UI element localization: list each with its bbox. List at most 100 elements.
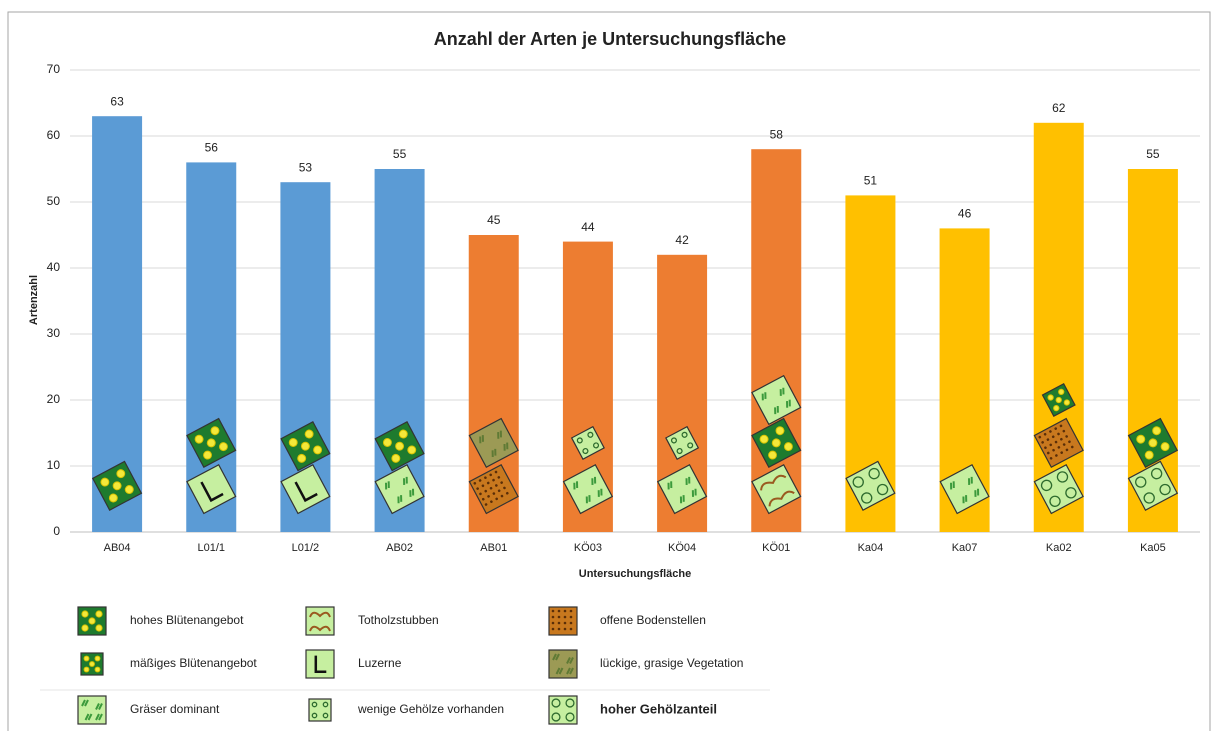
icon-dot (1044, 446, 1047, 450)
icon-tile (1033, 417, 1084, 469)
icon (548, 695, 578, 725)
icon (1127, 417, 1179, 469)
icon-dot (563, 615, 567, 619)
icon-flower (83, 655, 90, 662)
y-axis-title: Artenzahl (28, 275, 40, 325)
icon-tile (751, 463, 802, 515)
icon-grass (491, 448, 497, 458)
icon-tile (548, 649, 578, 679)
icon-tree (1049, 495, 1061, 507)
icon-tile (77, 695, 107, 725)
legend-label: offene Bodenstellen (600, 613, 706, 627)
icon-grass (786, 399, 791, 408)
icon (308, 698, 332, 722)
icon-tile (570, 425, 605, 460)
icon-flower (112, 481, 122, 491)
y-tick-label: 0 (53, 524, 60, 538)
icon (468, 417, 519, 469)
chart-title: Anzahl der Arten je Untersuchungsfläche (434, 29, 786, 49)
icon (570, 425, 605, 460)
icon-flower (783, 442, 793, 452)
icon-tree (687, 442, 694, 449)
icon-dot (484, 489, 488, 493)
icon-flower (407, 445, 417, 455)
icon-tile (280, 463, 331, 515)
icon-dot (481, 497, 485, 501)
icon-dot (569, 621, 573, 625)
icon-dot (1065, 448, 1069, 452)
icon-grass (597, 488, 603, 497)
icon-grass (385, 481, 390, 490)
icon-flower (203, 450, 212, 460)
icon-flower (100, 477, 110, 487)
data-label: 55 (1146, 147, 1160, 161)
icon-flower (391, 453, 401, 463)
data-label: 62 (1052, 101, 1066, 115)
icon-flower (95, 624, 103, 632)
icon-dot (1051, 435, 1055, 439)
data-label: 56 (205, 141, 219, 155)
x-tick-label: AB01 (480, 542, 507, 554)
icon-grass (962, 495, 968, 504)
icon-grass (585, 495, 591, 504)
icon-dot (473, 482, 477, 485)
icon-grass (95, 713, 103, 721)
icon-dot (1068, 440, 1071, 444)
icon-grass (397, 495, 403, 504)
icon-dot (551, 615, 555, 619)
icon-dot (500, 481, 503, 484)
icon (751, 417, 802, 469)
legend-label: wenige Gehölze vorhanden (357, 702, 504, 716)
icon-tree (1056, 471, 1069, 483)
y-tick-label: 40 (47, 260, 61, 274)
icon-tile (939, 463, 990, 515)
icon-tree (565, 698, 575, 708)
icon-flower (300, 441, 310, 451)
icon-dot (1041, 441, 1044, 444)
icon-dot (563, 621, 567, 625)
icon (77, 606, 107, 636)
y-tick-label: 10 (47, 458, 61, 472)
icon-dot (503, 486, 506, 490)
icon (751, 463, 802, 515)
icon-grass (679, 495, 685, 504)
icon-dot (1057, 446, 1061, 449)
icon-dot (484, 476, 487, 479)
icon-tree (670, 437, 678, 444)
data-label: 63 (110, 94, 124, 108)
icon-tile (656, 463, 708, 515)
icon-dot (479, 492, 482, 496)
icon-flower (1136, 434, 1146, 444)
y-tick-label: 50 (47, 194, 61, 208)
icon-flower (1047, 394, 1054, 401)
icon-flower (1053, 404, 1060, 412)
icon-grass (968, 476, 973, 485)
x-tick-label: AB04 (104, 542, 131, 554)
icon-dot (476, 487, 479, 490)
icon-dot (551, 621, 555, 625)
icon-letter (200, 481, 224, 503)
x-tick-label: L01/1 (197, 542, 225, 554)
icon-flower (313, 445, 323, 455)
icon-grass (591, 476, 597, 485)
icon-flower (210, 426, 220, 436)
icon-grass (974, 488, 980, 497)
icon-flower (81, 624, 89, 632)
icon-flower (1148, 438, 1158, 448)
icon-dot (1043, 432, 1047, 436)
x-tick-label: KÖ03 (574, 542, 602, 554)
icon-dot (1062, 429, 1066, 433)
icon-flower (88, 617, 96, 625)
data-label: 44 (581, 220, 595, 234)
icon (665, 425, 700, 460)
icon-dot (487, 495, 490, 498)
icon-dot (1065, 435, 1068, 438)
icon-dot (551, 609, 555, 613)
icon-grass (779, 387, 785, 396)
icon (1033, 417, 1084, 469)
legend-label: Luzerne (358, 656, 402, 670)
icon (186, 417, 237, 469)
icon-flower (1063, 399, 1071, 406)
icon-letter (314, 655, 327, 673)
icon-tile (186, 463, 237, 515)
